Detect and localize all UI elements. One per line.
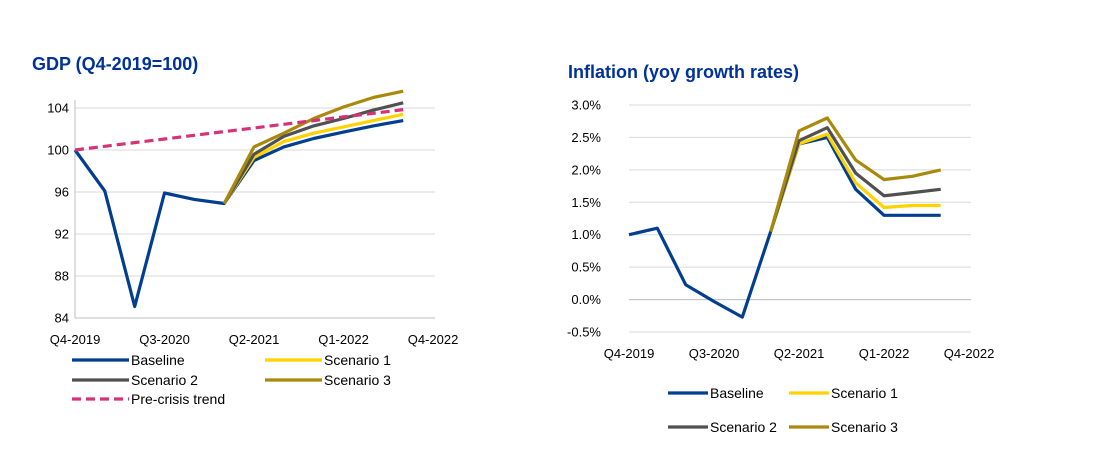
inflation-y-tick-label: 2.5% [571,130,601,145]
gdp-legend-label: Scenario 1 [324,352,391,368]
gdp-series-scenario-1 [222,112,404,205]
gdp-legend-label: Pre-crisis trend [131,391,225,407]
gdp-legend-label: Baseline [131,352,185,368]
gdp-y-tick-label: 100 [47,143,69,158]
gdp-x-tick-label: Q4-2019 [50,332,101,347]
inflation-series-scenario-2 [769,126,941,232]
inflation-legend-item-scenario-3: Scenario 3 [789,419,898,435]
gdp-legend-item-pre-crisis-trend: Pre-crisis trend [72,391,225,407]
inflation-legend-label: Scenario 1 [831,385,898,401]
inflation-y-tick-label: -0.5% [567,325,601,340]
inflation-legend-item-scenario-2: Scenario 2 [668,419,777,435]
gdp-legend-item-baseline: Baseline [72,352,185,368]
gdp-x-tick-label: Q4-2022 [408,332,459,347]
inflation-chart-title: Inflation (yoy growth rates) [568,62,799,82]
gdp-chart-title: GDP (Q4-2019=100) [32,54,198,74]
gdp-series-scenario-3 [222,89,404,205]
gdp-y-tick-label: 88 [55,269,69,284]
inflation-y-tick-label: 0.0% [571,292,601,307]
inflation-y-tick-label: 2.0% [571,162,601,177]
gdp-legend-label: Scenario 2 [131,372,198,388]
inflation-chart: Inflation (yoy growth rates) -0.5% 0.0% 0.5… [567,62,994,435]
inflation-legend-label: Baseline [710,385,764,401]
inflation-legend-item-scenario-1: Scenario 1 [789,385,898,401]
inflation-legend-label: Scenario 3 [831,419,898,435]
inflation-x-tick-label: Q1-2022 [859,346,910,361]
gdp-chart: GDP (Q4-2019=100) 84 88 92 96 100 104 Q4-2019 Q3… [32,54,458,407]
inflation-x-tick-label: Q4-2022 [944,346,995,361]
gdp-x-tick-label: Q1-2022 [318,332,369,347]
gdp-legend-item-scenario-2: Scenario 2 [72,372,198,388]
gdp-x-tick-label: Q2-2021 [229,332,280,347]
inflation-y-tick-label: 1.0% [571,227,601,242]
gdp-legend-label: Scenario 3 [324,372,391,388]
gdp-y-tick-label: 84 [55,311,69,326]
gdp-series-scenario-2 [222,101,404,205]
gdp-series-baseline [73,119,404,309]
inflation-legend-label: Scenario 2 [710,419,777,435]
gdp-y-tick-label: 92 [55,227,69,242]
inflation-series-scenario-3 [769,116,942,232]
inflation-y-tick-label: 0.5% [571,260,601,275]
inflation-series-baseline [628,135,941,319]
gdp-legend-item-scenario-1: Scenario 1 [265,352,391,368]
inflation-x-tick-label: Q4-2019 [604,346,655,361]
inflation-x-tick-label: Q2-2021 [774,346,825,361]
gdp-y-tick-label: 104 [47,101,69,116]
inflation-x-tick-label: Q3-2020 [689,346,740,361]
inflation-y-tick-label: 3.0% [571,98,601,113]
gdp-legend-item-scenario-3: Scenario 3 [265,372,391,388]
inflation-y-tick-label: 1.5% [571,195,601,210]
gdp-x-tick-label: Q3-2020 [139,332,190,347]
inflation-legend-item-baseline: Baseline [668,385,764,401]
gdp-y-tick-label: 96 [55,185,69,200]
